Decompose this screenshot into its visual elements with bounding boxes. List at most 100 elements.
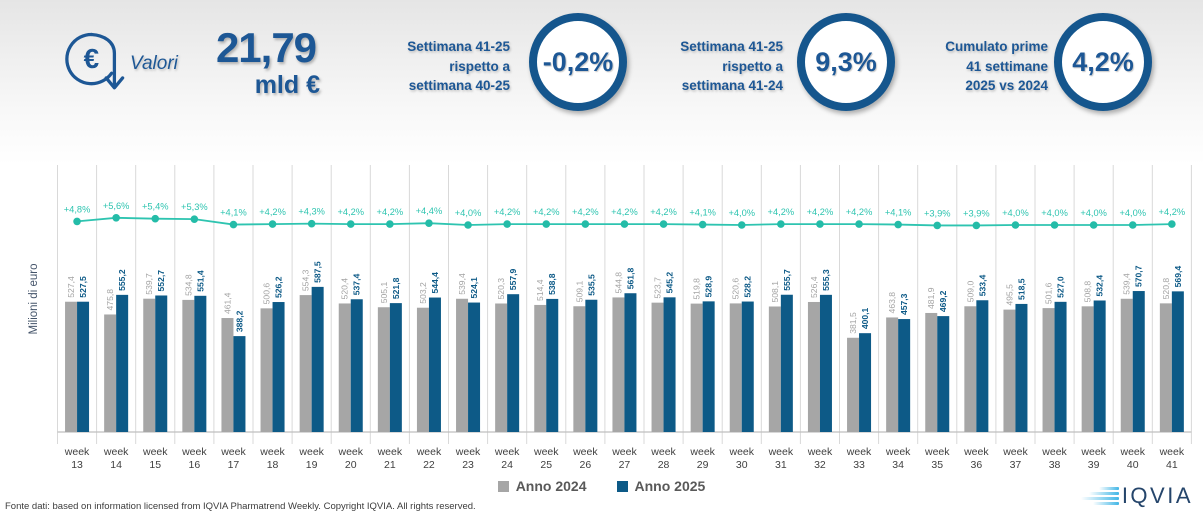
weekly-values-chart: 527,4 527,5+4,8%week13475,8555,2+5,6%week…: [57, 165, 1192, 471]
bar-anno-2025-week-17: [233, 336, 246, 432]
kpi-week-vs-last-year-label: Settimana 41-25 rispetto a settimana 41-…: [648, 37, 783, 96]
growth-label-week-40: +4,0%: [1119, 208, 1146, 218]
week-label-number-31: 31: [775, 459, 787, 471]
growth-dot-week-24: [503, 220, 511, 228]
bar-value-2024-week-41: 520,8: [1161, 278, 1171, 300]
week-label-prefix-16: week: [181, 446, 207, 458]
bar-value-2025-week-40: 570,7: [1134, 265, 1144, 287]
growth-label-week-16: +5,3%: [181, 202, 208, 212]
week-label-prefix-32: week: [807, 446, 833, 458]
week-label-prefix-41: week: [1159, 446, 1185, 458]
week-label-number-34: 34: [892, 459, 904, 471]
growth-dot-week-18: [268, 220, 277, 228]
bar-value-2025-week-24: 557,9: [508, 268, 518, 290]
bar-value-2024-week-33: 381,5: [848, 312, 858, 334]
bar-anno-2025-week-23: [468, 302, 481, 432]
bar-value-2025-week-19: 587,5: [313, 261, 323, 283]
bar-value-2025-week-22: 544,4: [430, 272, 440, 294]
bar-value-2024-week-13: 527,4: [66, 276, 76, 298]
week-label-prefix-39: week: [1080, 446, 1106, 458]
bar-anno-2024-week-33: [847, 337, 860, 432]
bar-value-2024-week-25: 514,4: [535, 279, 545, 301]
bar-value-2024-week-28: 523,7: [653, 277, 663, 299]
week-label-number-23: 23: [462, 459, 474, 471]
week-label-number-37: 37: [1010, 459, 1022, 471]
kpi-label-line: rispetto a: [449, 58, 510, 74]
bar-value-2025-week-15: 552,7: [156, 270, 166, 292]
bar-anno-2025-week-37: [1015, 303, 1028, 432]
bar-anno-2024-week-13: [65, 301, 78, 432]
bar-anno-2024-week-40: [1120, 298, 1133, 432]
bar-anno-2024-week-23: [456, 298, 469, 432]
bar-anno-2025-week-30: [741, 301, 754, 432]
week-label-prefix-31: week: [768, 446, 794, 458]
week-label-number-27: 27: [619, 459, 631, 471]
bar-value-2024-week-37: 495,5: [1004, 284, 1014, 306]
bar-anno-2025-week-40: [1132, 291, 1145, 432]
bar-value-2024-week-18: 500,6: [262, 283, 272, 305]
kpi-label-line: 2025 vs 2024: [965, 78, 1048, 94]
week-label-number-18: 18: [267, 459, 279, 471]
growth-label-week-31: +4,2%: [768, 207, 795, 217]
week-label-number-14: 14: [110, 459, 122, 471]
bar-anno-2025-week-16: [194, 295, 207, 432]
bar-value-2025-week-33: 400,1: [860, 307, 870, 329]
bar-value-2024-week-16: 534,8: [183, 274, 193, 296]
week-label-number-39: 39: [1088, 459, 1100, 471]
bar-anno-2024-week-38: [1042, 308, 1055, 432]
week-label-prefix-28: week: [650, 446, 676, 458]
kpi-label-line: rispetto a: [722, 58, 783, 74]
iqvia-logo: IQVIA: [1080, 483, 1193, 509]
growth-dot-week-30: [737, 221, 746, 229]
euro-down-arrow-icon: €: [57, 20, 139, 108]
growth-label-week-13: +4,8%: [64, 204, 91, 214]
bar-anno-2025-week-39: [1093, 300, 1106, 432]
growth-dot-week-36: [972, 221, 981, 230]
legend-swatch-2025: [616, 480, 628, 492]
bar-anno-2024-week-26: [573, 306, 586, 432]
kpi-cumulative-value: 4,2%: [1054, 13, 1152, 111]
week-label-number-15: 15: [149, 459, 161, 471]
growth-dot-week-29: [698, 220, 707, 229]
growth-label-week-27: +4,2%: [611, 207, 638, 217]
growth-dot-week-20: [346, 220, 355, 228]
growth-label-week-19: +4,3%: [298, 207, 325, 217]
growth-dot-week-16: [190, 215, 199, 223]
bar-value-2025-week-30: 528,2: [743, 276, 753, 298]
week-label-prefix-25: week: [533, 446, 559, 458]
week-label-number-36: 36: [971, 459, 983, 471]
bar-value-2024-week-23: 539,4: [457, 273, 467, 295]
bar-anno-2024-week-14: [104, 314, 117, 432]
kpi-week-vs-prev-week-value: -0,2%: [529, 13, 627, 111]
week-label-number-30: 30: [736, 459, 748, 471]
week-label-prefix-30: week: [728, 446, 754, 458]
bar-anno-2024-week-20: [338, 303, 351, 432]
bar-anno-2024-week-21: [377, 307, 390, 432]
bar-anno-2025-week-33: [859, 333, 872, 432]
bar-value-2025-week-31: 555,7: [782, 269, 792, 291]
kpi-label-line: settimana 41-24: [681, 78, 783, 94]
bar-anno-2024-week-32: [807, 301, 820, 432]
bar-anno-2024-week-19: [299, 295, 312, 432]
growth-label-week-26: +4,2%: [572, 207, 599, 217]
kpi-week-vs-last-year-value: 9,3%: [797, 13, 895, 111]
bar-value-2024-week-20: 520,4: [340, 278, 350, 300]
week-label-number-29: 29: [697, 459, 709, 471]
growth-label-week-28: +4,2%: [650, 207, 677, 217]
bar-value-2024-week-26: 509,1: [574, 281, 584, 303]
week-label-prefix-34: week: [885, 446, 911, 458]
bar-value-2025-week-35: 469,2: [938, 290, 948, 312]
bar-value-2024-week-40: 539,4: [1122, 273, 1132, 295]
bar-anno-2024-week-18: [260, 308, 273, 432]
bar-anno-2025-week-13: [77, 301, 90, 432]
growth-label-week-25: +4,2%: [533, 207, 560, 217]
week-label-prefix-26: week: [572, 446, 598, 458]
bar-value-2025-week-39: 532,4: [1095, 275, 1105, 297]
legend-item-anno-2025: Anno 2025: [616, 478, 705, 494]
growth-label-week-22: +4,4%: [416, 206, 443, 216]
bar-anno-2024-week-27: [612, 297, 625, 432]
bar-value-2025-week-18: 526,2: [274, 276, 284, 298]
week-label-number-13: 13: [71, 459, 83, 471]
growth-dot-week-33: [855, 220, 863, 228]
bar-value-2024-week-34: 463,8: [887, 292, 897, 314]
